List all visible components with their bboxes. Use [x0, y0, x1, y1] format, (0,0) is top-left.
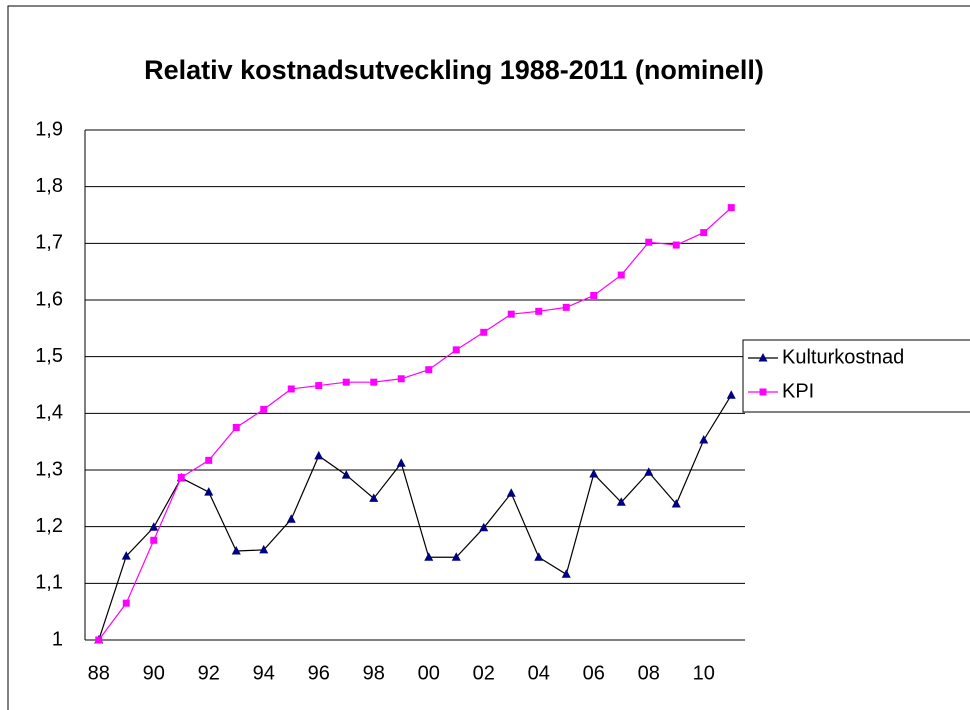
- x-tick-label: 90: [143, 662, 165, 684]
- marker: [672, 241, 680, 249]
- y-tick-label: 1,1: [35, 572, 63, 594]
- marker: [727, 204, 735, 212]
- marker: [671, 499, 681, 508]
- marker: [535, 307, 543, 315]
- series-line: [98, 394, 732, 641]
- marker: [506, 488, 516, 497]
- marker: [287, 385, 295, 393]
- marker: [397, 375, 405, 383]
- marker: [726, 390, 736, 399]
- marker: [425, 366, 433, 374]
- marker: [699, 434, 709, 444]
- marker: [617, 271, 625, 279]
- marker: [396, 458, 406, 467]
- legend-marker: [759, 388, 767, 396]
- marker: [590, 291, 598, 299]
- y-tick-label: 1,8: [35, 175, 63, 197]
- marker: [451, 552, 461, 561]
- marker: [150, 536, 158, 544]
- y-tick-label: 1: [52, 628, 63, 650]
- marker: [480, 328, 488, 336]
- y-tick-label: 1,7: [35, 232, 63, 254]
- marker: [204, 487, 214, 496]
- marker: [369, 493, 379, 502]
- marker: [286, 514, 296, 523]
- marker: [424, 552, 434, 561]
- chart-title: Relativ kostnadsutveckling 1988-2011 (no…: [144, 55, 764, 85]
- x-tick-label: 98: [363, 662, 385, 684]
- marker: [644, 467, 654, 476]
- x-tick-label: 02: [473, 662, 495, 684]
- marker: [534, 552, 544, 561]
- marker: [479, 522, 489, 532]
- marker: [645, 238, 653, 246]
- marker: [370, 378, 378, 386]
- legend-box: [742, 339, 970, 413]
- marker: [232, 424, 240, 431]
- y-tick-label: 1,6: [35, 288, 63, 310]
- marker: [507, 310, 515, 318]
- marker: [341, 470, 351, 479]
- legend-marker: [758, 353, 768, 362]
- x-tick-label: 10: [693, 662, 715, 684]
- marker: [259, 544, 269, 554]
- y-tick-label: 1,5: [35, 345, 63, 367]
- marker: [314, 450, 324, 460]
- legend-label: KPI: [782, 380, 814, 402]
- legend-label: Kulturkostnad: [782, 346, 904, 368]
- x-tick-label: 08: [638, 662, 660, 684]
- x-tick-label: 04: [528, 662, 550, 684]
- x-tick-label: 88: [88, 662, 110, 684]
- marker: [589, 468, 599, 478]
- x-tick-label: 00: [418, 662, 440, 684]
- marker: [205, 456, 213, 464]
- x-tick-label: 96: [308, 662, 330, 684]
- marker: [342, 378, 350, 386]
- marker: [149, 522, 159, 531]
- marker: [260, 405, 268, 413]
- marker: [562, 303, 570, 311]
- series-line: [98, 207, 732, 641]
- y-tick-label: 1,2: [35, 515, 63, 537]
- marker: [121, 551, 131, 560]
- y-tick-label: 1,3: [35, 458, 63, 480]
- marker: [177, 473, 185, 481]
- marker: [231, 546, 241, 555]
- marker: [452, 346, 460, 354]
- y-tick-label: 1,4: [35, 402, 63, 424]
- marker: [95, 636, 103, 644]
- x-tick-label: 92: [198, 662, 220, 684]
- marker: [315, 382, 323, 390]
- marker: [122, 599, 130, 607]
- x-tick-label: 06: [583, 662, 605, 684]
- x-tick-label: 94: [253, 662, 275, 684]
- marker: [561, 569, 571, 578]
- marker: [700, 229, 708, 237]
- marker: [616, 497, 626, 506]
- y-tick-label: 1,9: [35, 118, 63, 140]
